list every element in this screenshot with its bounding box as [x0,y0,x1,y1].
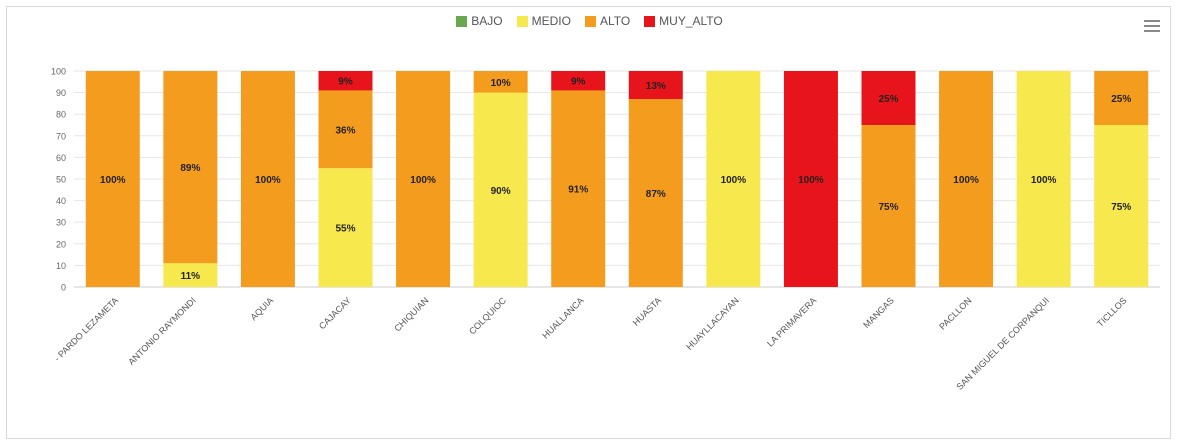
x-tick-label: AQUIA [248,295,275,322]
x-tick-label: MANGAS [861,295,896,330]
x-tick-label: SAN MIGUEL DE CORPANQUI [955,295,1052,392]
legend-label: MUY_ALTO [659,14,723,28]
x-tick-label: HUAYLLACAYAN [684,295,741,352]
x-tick-label: - PARDO LEZAMETA [52,295,120,363]
y-tick-label: 100 [51,67,66,77]
legend-item-medio[interactable]: MEDIO [516,14,571,28]
x-tick-label: PACLLON [937,295,973,331]
bar-segment-muy-alto [783,71,838,287]
y-tick-label: 50 [56,175,66,185]
bar-segment-alto [318,90,373,169]
data-label: 9% [571,77,586,88]
bar-segment-alto [163,71,218,264]
bar-segment-medio [473,92,528,287]
legend-label: BAJO [471,14,503,28]
x-tick-label: LA PRIMAVERA [765,295,818,348]
data-label: 55% [335,224,355,235]
bar-segment-medio [1016,71,1071,287]
x-tick-label: ANTONIO RAYMONDI [126,295,198,367]
legend-item-alto[interactable]: ALTO [584,14,631,28]
data-label: 91% [568,185,588,196]
hamburger-menu-icon[interactable] [1144,20,1160,34]
data-label: 100% [100,175,126,186]
x-tick-label: CAJACAY [317,295,353,331]
bar-segment-medio [163,263,218,287]
data-label: 100% [721,175,747,186]
x-tick-label: CHIQUIAN [392,295,430,333]
chart-legend: BAJO MEDIO ALTO MUY_ALTO [0,14,1179,28]
data-label: 11% [181,271,201,282]
y-tick-label: 80 [56,110,66,120]
y-tick-label: 20 [56,239,66,249]
bar-segment-alto [551,90,606,287]
data-label: 9% [338,77,353,88]
y-tick-label: 10 [56,261,66,271]
bar-segment-alto [861,125,916,287]
data-label: 87% [646,189,666,200]
bar-segment-medio [318,168,373,287]
data-label: 100% [1031,175,1057,186]
bar-segment-alto [396,71,451,287]
bar-segment-alto [240,71,295,287]
data-label: 100% [953,175,979,186]
data-label: 13% [646,81,666,92]
bar-segment-alto [628,99,683,287]
data-label: 25% [1111,94,1131,105]
bar-segment-muy-alto [628,71,683,100]
data-label: 75% [1111,202,1131,213]
legend-label: MEDIO [531,14,571,28]
data-label: 25% [878,94,898,105]
legend-item-bajo[interactable]: BAJO [456,14,503,28]
legend-item-muy-alto[interactable]: MUY_ALTO [644,14,723,28]
x-tick-label: COLQUIOC [467,295,508,336]
legend-swatch [584,15,596,27]
bar-segment-alto [1094,71,1149,125]
bar-segment-muy-alto [551,71,606,91]
data-label: 89% [180,163,200,174]
bar-segment-medio [1094,125,1149,287]
bar-segment-muy-alto [861,71,916,125]
y-tick-label: 0 [61,283,66,293]
data-label: 100% [798,175,824,186]
data-label: 100% [255,175,281,186]
y-tick-label: 70 [56,131,66,141]
bar-segment-alto [939,71,994,287]
y-tick-label: 30 [56,218,66,228]
legend-label: ALTO [599,14,631,28]
data-label: 90% [491,186,511,197]
x-tick-label: HUALLANCA [540,295,585,340]
x-tick-label: TICLLOS [1095,295,1129,329]
x-tick-label: HUASTA [631,295,663,327]
legend-swatch [456,15,468,27]
y-tick-label: 40 [56,196,66,206]
data-label: 36% [335,125,355,136]
y-tick-label: 90 [56,88,66,98]
data-label: 75% [878,202,898,213]
data-label: 10% [491,78,511,89]
legend-swatch [644,15,656,27]
y-tick-label: 60 [56,153,66,163]
data-label: 100% [410,175,436,186]
bar-segment-alto [473,71,528,93]
bar-segment-muy-alto [318,71,373,91]
bar-segment-alto [85,71,140,287]
legend-swatch [516,15,528,27]
bar-segment-medio [706,71,761,287]
